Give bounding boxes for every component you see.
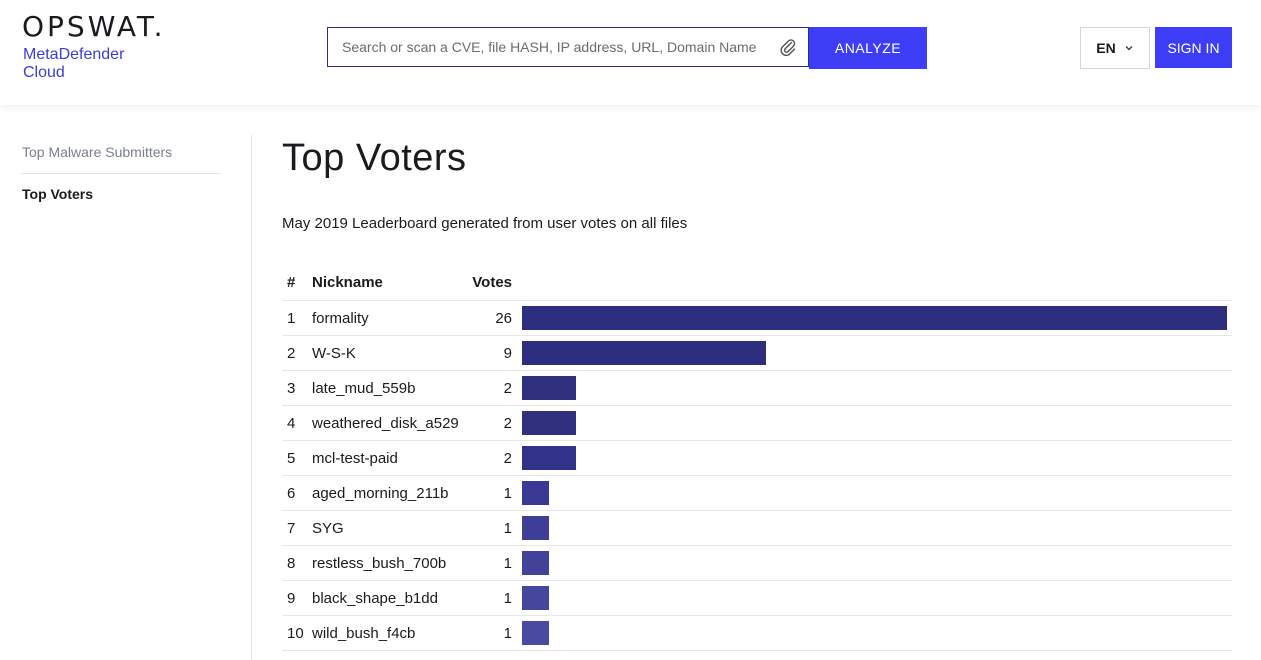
row-votes: 26 [495, 309, 512, 327]
row-rank: 6 [287, 484, 296, 502]
vote-bar [522, 551, 549, 575]
vote-bar [522, 446, 576, 470]
table-row: 10 wild_bush_f4cb 1 [282, 616, 1232, 651]
row-votes: 1 [503, 554, 512, 572]
table-body: 1 formality 26 2 W-S-K 9 3 late_mud_559b 2 4 weath… [282, 301, 1232, 651]
page-subtitle: May 2019 Leaderboard generated from user… [282, 215, 688, 232]
language-label: EN [1096, 40, 1116, 56]
row-nickname: mcl-test-paid [312, 449, 398, 467]
column-votes: Votes [472, 274, 512, 291]
row-nickname: black_shape_b1dd [312, 589, 438, 607]
row-bar-cell [522, 616, 1227, 650]
row-bar-cell [522, 336, 1227, 370]
analyze-button[interactable]: ANALYZE [809, 27, 927, 69]
table-row: 5 mcl-test-paid 2 [282, 441, 1232, 476]
row-bar-cell [522, 441, 1227, 475]
row-rank: 3 [287, 379, 296, 397]
row-nickname: aged_morning_211b [312, 484, 449, 502]
table-row: 3 late_mud_559b 2 [282, 371, 1232, 406]
sidebar-divider [251, 135, 252, 660]
row-votes: 2 [503, 414, 512, 432]
table-row: 9 black_shape_b1dd 1 [282, 581, 1232, 616]
vote-bar [522, 621, 549, 645]
row-rank: 8 [287, 554, 296, 572]
row-votes: 1 [503, 484, 512, 502]
row-bar-cell [522, 546, 1227, 580]
sidebar: Top Malware Submitters Top Voters [21, 136, 221, 214]
row-nickname: restless_bush_700b [312, 554, 447, 572]
row-votes: 2 [503, 449, 512, 467]
leaderboard-table: # Nickname Votes 1 formality 26 2 W-S-K 9 3 lat… [282, 265, 1232, 651]
table-row: 6 aged_morning_211b 1 [282, 476, 1232, 511]
row-rank: 10 [287, 624, 304, 642]
table-row: 2 W-S-K 9 [282, 336, 1232, 371]
vote-bar [522, 376, 576, 400]
vote-bar [522, 481, 549, 505]
chevron-down-icon [1124, 40, 1134, 56]
vote-bar [522, 516, 549, 540]
row-votes: 1 [503, 624, 512, 642]
row-nickname: late_mud_559b [312, 379, 416, 397]
sidebar-item-top-malware-submitters[interactable]: Top Malware Submitters [21, 136, 221, 174]
row-nickname: formality [312, 309, 369, 327]
opswat-logo[interactable]: OPSWAT. [22, 10, 166, 43]
row-votes: 2 [503, 379, 512, 397]
paperclip-icon[interactable] [778, 37, 798, 57]
row-bar-cell [522, 301, 1227, 335]
row-rank: 7 [287, 519, 296, 537]
product-name[interactable]: MetaDefender Cloud [23, 46, 125, 81]
page-title: Top Voters [282, 137, 467, 179]
row-bar-cell [522, 371, 1227, 405]
table-row: 4 weathered_disk_a529 2 [282, 406, 1232, 441]
row-rank: 4 [287, 414, 296, 432]
row-nickname: weathered_disk_a529 [312, 414, 459, 432]
brand[interactable]: OPSWAT. MetaDefender Cloud [22, 12, 166, 82]
sign-in-button[interactable]: SIGN IN [1155, 27, 1232, 68]
row-bar-cell [522, 476, 1227, 510]
language-selector[interactable]: EN [1080, 27, 1150, 69]
vote-bar [522, 306, 1227, 330]
table-header: # Nickname Votes [282, 265, 1232, 301]
row-rank: 9 [287, 589, 296, 607]
table-row: 8 restless_bush_700b 1 [282, 546, 1232, 581]
search-input[interactable] [328, 28, 768, 66]
row-nickname: wild_bush_f4cb [312, 624, 416, 642]
top-header: OPSWAT. MetaDefender Cloud ANALYZE EN SI… [0, 0, 1261, 105]
search-box [327, 27, 809, 67]
row-bar-cell [522, 581, 1227, 615]
table-row: 7 SYG 1 [282, 511, 1232, 546]
vote-bar [522, 586, 549, 610]
row-votes: 1 [503, 519, 512, 537]
row-bar-cell [522, 406, 1227, 440]
column-rank: # [287, 274, 296, 291]
column-nickname: Nickname [312, 274, 383, 291]
row-rank: 1 [287, 309, 296, 327]
vote-bar [522, 341, 766, 365]
row-bar-cell [522, 511, 1227, 545]
row-rank: 5 [287, 449, 296, 467]
sidebar-item-top-voters[interactable]: Top Voters [22, 186, 94, 202]
row-rank: 2 [287, 344, 296, 362]
row-votes: 9 [503, 344, 512, 362]
table-row: 1 formality 26 [282, 301, 1232, 336]
vote-bar [522, 411, 576, 435]
row-nickname: W-S-K [312, 344, 356, 362]
row-nickname: SYG [312, 519, 344, 537]
row-votes: 1 [503, 589, 512, 607]
